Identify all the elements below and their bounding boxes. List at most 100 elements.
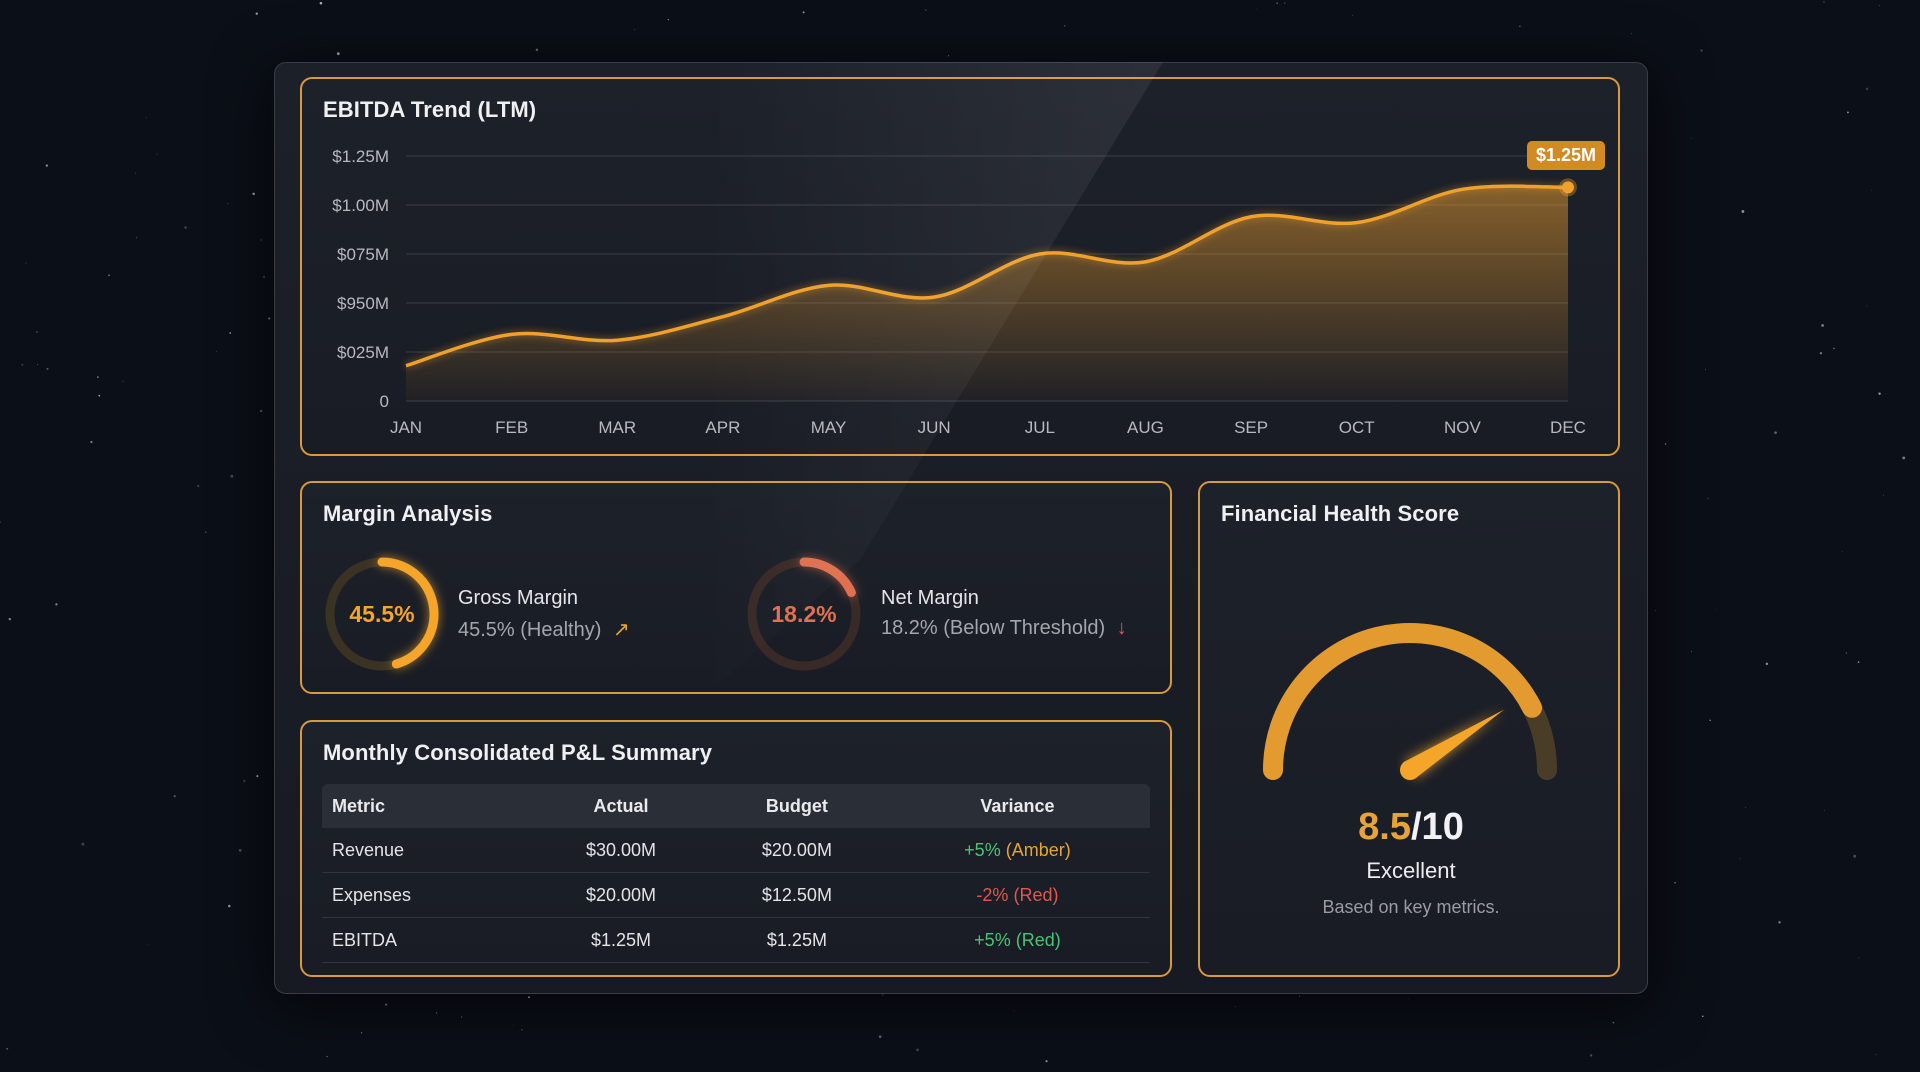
star [1690,650,1692,652]
health-card-title: Financial Health Score [1221,501,1460,526]
ebitda-trend-card: EBITDA Trend (LTM) 0 $025M $950M $075M $1.00… [300,77,1620,456]
column-header-metric[interactable]: Metric [322,784,533,828]
star [21,363,24,366]
x-tick-label: JAN [390,418,422,437]
net-margin-detail: 18.2% (Below Threshold) ↓ [881,617,1127,639]
x-tick-label: JUL [1025,418,1055,437]
star [1870,190,1872,191]
table-header-row: Metric Actual Budget Variance [322,784,1150,828]
gross-margin-label: Gross Margin [458,587,579,609]
star [1299,995,1301,997]
y-tick-label: $950M [337,294,389,313]
star [1823,1,1825,3]
actual-cell: $1.25M [533,917,709,963]
y-tick-label: $025M [337,343,389,362]
table-row: Expenses $20.00M $12.50M -2% (Red) [322,872,1150,918]
table-row: EBITDA $1.25M $1.25M +5% (Red) [322,917,1150,963]
star [204,531,207,533]
star [925,9,927,11]
star [1765,662,1769,666]
star [268,317,271,320]
x-tick-label: JUN [918,418,951,437]
variance-cell: +5% (Amber) [884,828,1150,873]
ebitda-area-chart: 0 $025M $950M $075M $1.00M $1.25M JAN FEB MAR APR… [332,147,1586,437]
star [1664,443,1667,445]
star [108,274,110,277]
star [1745,807,1747,808]
data-point[interactable] [1559,178,1577,197]
star [136,237,138,239]
budget-cell: $20.00M [708,828,885,873]
star [6,1047,9,1050]
financial-health-card: Financial Health Score 8.5/10 Excellent … [1198,481,1620,977]
star [1674,882,1676,884]
x-tick-label: DEC [1550,418,1586,437]
y-tick-label: 0 [380,392,389,411]
star [255,12,258,15]
star [1739,858,1741,859]
budget-cell: $12.50M [708,872,885,918]
y-tick-label: $075M [337,245,389,264]
star [878,1035,882,1039]
star [134,172,136,174]
star [1833,347,1835,350]
star [46,367,49,370]
pl-summary-table: Metric Actual Budget Variance Revenue $3… [322,784,1150,963]
margin-card-title: Margin Analysis [323,501,493,526]
pl-summary-card: Monthly Consolidated P&L Summary Metric … [300,720,1172,977]
net-margin-value: 18.2% [771,601,837,627]
star [81,842,85,846]
column-header-budget[interactable]: Budget [708,784,885,828]
star [1878,392,1881,395]
gauge-needle [1404,709,1505,779]
star [1857,661,1860,663]
budget-cell: $1.25M [708,917,885,963]
star [55,603,58,606]
star [1612,1021,1615,1024]
star [197,484,200,488]
health-caption: Based on key metrics. [1322,897,1500,917]
star [122,380,124,382]
star [0,521,2,524]
star [1902,456,1906,460]
actual-cell: $30.00M [533,828,709,873]
star [147,944,149,945]
x-tick-label: SEP [1234,418,1268,437]
star [238,848,242,852]
star [802,11,805,14]
star [881,993,884,997]
star [1716,608,1718,610]
star [1064,25,1066,27]
star [1702,1015,1704,1017]
star [260,239,262,241]
star [916,1048,919,1052]
star [435,1012,438,1014]
star [35,331,39,334]
column-header-variance[interactable]: Variance [884,784,1150,828]
star [1741,210,1745,213]
star [1821,324,1824,327]
star [947,55,950,57]
star [1352,15,1354,17]
star [256,775,259,778]
arrow-down-icon: ↓ [1116,617,1127,639]
star [1045,1060,1048,1063]
x-tick-label: MAR [598,418,636,437]
health-rating: Excellent [1366,858,1456,883]
star [1709,719,1711,722]
table-row: Revenue $30.00M $20.00M +5% (Amber) [322,828,1150,873]
star [230,474,234,478]
star [1774,431,1777,434]
area-fill [406,186,1568,401]
y-tick-label: $1.25M [332,147,389,166]
metric-cell: Expenses [322,872,533,918]
x-tick-label: OCT [1339,418,1375,437]
x-tick-label: MAY [811,418,847,437]
star [227,904,231,908]
star [1235,1006,1236,1008]
star [1778,921,1781,924]
gauge-track [1263,623,1557,780]
column-header-actual[interactable]: Actual [533,784,709,828]
star [145,116,147,118]
star [1865,87,1869,91]
